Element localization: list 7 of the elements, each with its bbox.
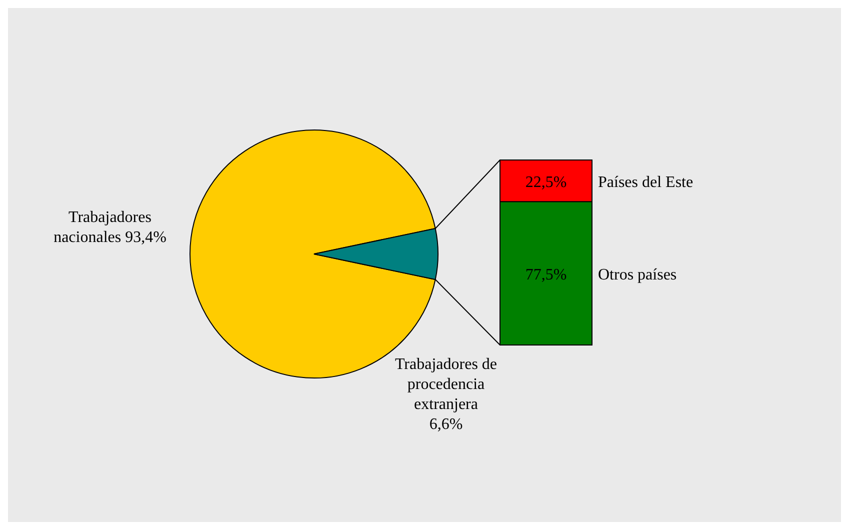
series-label: Países del Este: [598, 174, 694, 191]
slice-label: Trabajadores de procedencia extranjera: [394, 356, 498, 413]
data-label: 6,6%: [429, 416, 463, 433]
series-label: Otros países: [598, 266, 677, 284]
slice-label: Trabajadores nacionales 93,4%: [54, 209, 166, 246]
data-label: 77,5%: [525, 266, 567, 284]
data-label: 22,5%: [525, 174, 567, 191]
